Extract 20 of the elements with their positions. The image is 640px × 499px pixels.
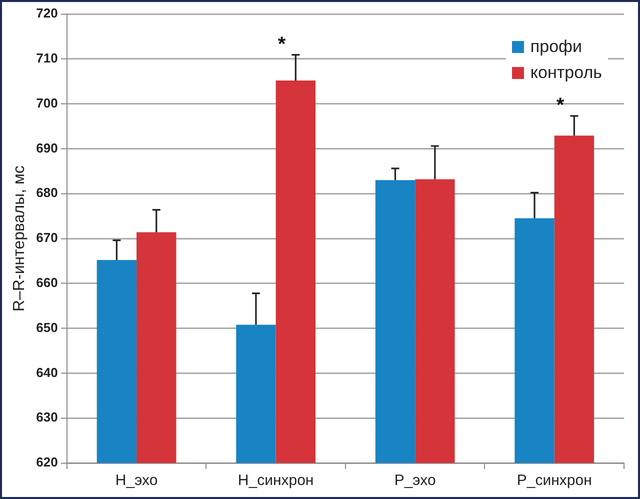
y-tick-label: 620 (36, 454, 58, 470)
y-tick-label: 630 (36, 410, 58, 425)
annotation: * (278, 33, 286, 56)
x-tick-label: Р_эхо (394, 472, 436, 490)
y-tick-label: 670 (36, 230, 58, 246)
annotation: * (556, 94, 564, 116)
y-axis-title: R–R-интервалы, мс (11, 166, 28, 312)
y-tick-label: 680 (36, 185, 58, 200)
y-tick-label: 660 (36, 274, 58, 290)
legend-label: профи (530, 36, 582, 58)
x-tick-label: Р_синхрон (516, 472, 592, 490)
x-tick-label: Н_эхо (115, 472, 158, 490)
y-tick-label: 650 (36, 320, 58, 335)
y-tick-label: 640 (36, 364, 58, 380)
legend-label: контроль (530, 62, 602, 84)
y-tick-label: 720 (36, 6, 58, 21)
y-tick-label: 710 (36, 50, 58, 66)
y-tick-label: 700 (36, 95, 58, 110)
x-tick-label: Н_синхрон (238, 472, 314, 490)
y-tick-label: 690 (36, 140, 58, 156)
